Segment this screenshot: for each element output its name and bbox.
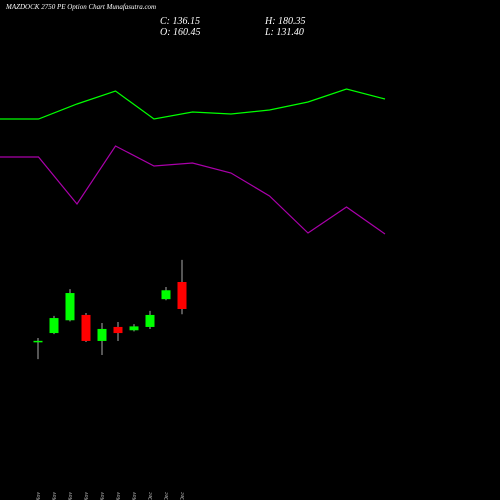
candle-body: [161, 290, 171, 300]
x-tick-label: 26 Nov: [84, 492, 90, 500]
x-tick-label: 27 Nov: [100, 492, 106, 500]
candle-body: [145, 314, 155, 327]
ohlc-text: H: 180.35: [264, 16, 306, 27]
chart-title: MAZDOCK 2750 PE Option Chart Munafasutra…: [5, 3, 156, 11]
x-tick-label: 02 Dec: [148, 492, 154, 500]
x-tick-label: 04 Dec: [179, 492, 186, 500]
indicator-line: [0, 145, 386, 235]
ohlc-text: C: 136.15: [160, 16, 200, 27]
candle-body: [65, 293, 75, 321]
indicator-line: [0, 88, 386, 120]
x-tick-label: 03 Dec: [164, 492, 170, 500]
x-tick-label: 22 Nov: [52, 492, 58, 500]
x-tick-label: 29 Nov: [132, 492, 138, 500]
ohlc-text: L: 131.40: [264, 27, 304, 38]
x-tick-label: 25 Nov: [68, 492, 74, 500]
candle-body: [33, 340, 43, 343]
candle-body: [177, 282, 187, 309]
x-tick-label: 21 Nov: [36, 492, 42, 500]
ohlc-text: O: 160.45: [160, 27, 201, 38]
candle-body: [113, 326, 123, 334]
candle-body: [97, 328, 107, 341]
candle-body: [81, 314, 91, 341]
candle-body: [49, 318, 59, 334]
x-tick-label: 28 Nov: [116, 492, 122, 500]
candle-body: [129, 326, 139, 331]
